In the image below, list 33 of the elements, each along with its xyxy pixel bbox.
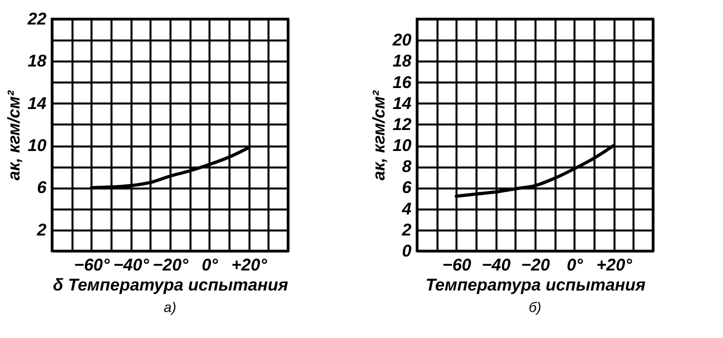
text: а) [164,299,176,315]
x-tick-label: −40 [482,256,512,274]
y-tick-label: 0 [402,242,412,260]
y-tick-label: 18 [28,52,48,71]
x-tick-label: −40° [113,256,150,274]
y-tick-label: 6 [402,178,412,198]
y-axis-title: aк, кгм/см² [370,89,389,180]
y-tick-label: 2 [401,220,412,240]
y-tick-label: 6 [37,178,48,198]
y-tick-label: 12 [392,114,412,134]
y-tick-label: 4 [401,199,412,218]
y-tick-label: 2 [36,220,48,240]
x-tick-label: 0° [202,256,218,274]
x-tick-label: +20° [231,256,268,274]
x-tick-label: −20° [152,256,189,274]
y-tick-label: 14 [28,94,48,113]
y-tick-label: 18 [392,52,412,71]
y-tick-label: 14 [392,94,412,113]
x-tick-label: 0° [566,256,584,274]
text: б) [528,299,542,315]
y-tick-label: 20 [392,30,412,50]
y-tick-label: 10 [28,136,48,156]
x-tick-label: −60° [74,256,110,274]
y-axis-title: aк, кгм/см² [4,89,24,180]
x-tick-label: +20° [596,256,632,274]
y-tick-label: 8 [402,157,412,176]
y-tick-label: 22 [26,10,48,28]
x-tick-label: −20 [521,256,550,274]
x-tick-label: −60 [442,256,472,274]
y-tick-label: 16 [392,72,412,92]
x-axis-title: δ Температура испытания [52,276,288,294]
x-axis-title: Температура испытания [425,276,646,294]
y-tick-label: 10 [392,136,412,156]
